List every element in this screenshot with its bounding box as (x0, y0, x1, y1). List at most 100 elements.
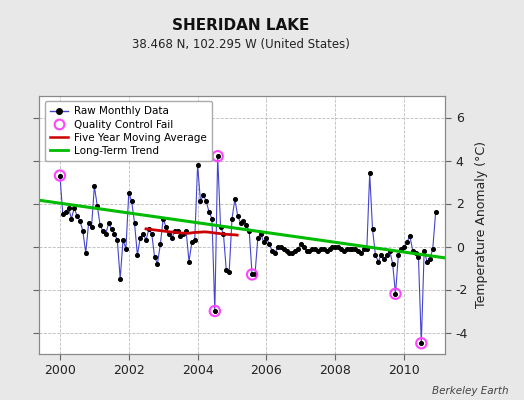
Point (170, 228, 179, 235)
Point (110, 230, 118, 237)
Point (116, 276, 124, 282)
Point (282, 248, 291, 254)
Point (168, 235, 176, 241)
Point (225, 269, 233, 276)
Point (391, 290, 400, 297)
Point (314, 248, 322, 254)
Point (125, 190, 133, 196)
Point (242, 222, 250, 228)
Point (411, 250, 420, 256)
Point (234, 213, 242, 220)
Point (216, 224, 225, 230)
Point (113, 237, 122, 243)
Point (400, 243, 408, 250)
Point (245, 228, 254, 235)
Point (88, 224, 96, 230)
Point (388, 260, 397, 267)
Point (371, 252, 379, 258)
Point (139, 230, 147, 237)
Point (248, 271, 256, 278)
Point (374, 258, 383, 265)
Point (366, 170, 374, 177)
Point (127, 198, 136, 204)
Point (133, 252, 141, 258)
Point (159, 215, 167, 222)
Point (305, 248, 314, 254)
Point (417, 340, 425, 346)
Point (423, 258, 431, 265)
Point (76, 218, 84, 224)
Point (360, 246, 368, 252)
Point (79, 228, 87, 235)
Point (176, 232, 184, 239)
Point (148, 230, 156, 237)
Point (357, 250, 365, 256)
Point (199, 192, 208, 198)
Text: Berkeley Earth: Berkeley Earth (432, 386, 508, 396)
Point (431, 209, 440, 215)
Point (279, 246, 288, 252)
Point (56, 172, 64, 179)
Point (153, 260, 161, 267)
Point (193, 162, 202, 168)
Point (259, 239, 268, 245)
Point (84, 220, 93, 226)
Point (90, 183, 99, 190)
Point (142, 237, 150, 243)
Point (119, 237, 127, 243)
Point (311, 246, 320, 252)
Point (277, 243, 285, 250)
Point (130, 220, 139, 226)
Point (93, 202, 102, 209)
Point (268, 248, 276, 254)
Point (73, 213, 81, 220)
Point (182, 228, 190, 235)
Point (351, 246, 359, 252)
Point (271, 250, 279, 256)
Point (377, 252, 385, 258)
Point (320, 246, 328, 252)
Point (386, 248, 394, 254)
Point (308, 246, 316, 252)
Point (348, 246, 357, 252)
Point (231, 196, 239, 202)
Point (191, 237, 199, 243)
Point (173, 228, 182, 235)
Point (340, 248, 348, 254)
Point (257, 230, 265, 237)
Y-axis label: Temperature Anomaly (°C): Temperature Anomaly (°C) (475, 142, 488, 308)
Point (248, 271, 256, 278)
Point (104, 220, 113, 226)
Point (363, 246, 371, 252)
Point (285, 250, 293, 256)
Point (262, 235, 270, 241)
Point (59, 211, 67, 218)
Point (236, 220, 245, 226)
Point (265, 241, 274, 248)
Point (188, 239, 196, 245)
Point (429, 246, 437, 252)
Point (211, 308, 219, 314)
Point (222, 267, 231, 273)
Point (288, 250, 297, 256)
Point (202, 198, 211, 204)
Point (56, 172, 64, 179)
Point (328, 243, 336, 250)
Point (61, 209, 70, 215)
Text: SHERIDAN LAKE: SHERIDAN LAKE (172, 18, 310, 33)
Point (239, 218, 248, 224)
Point (96, 222, 104, 228)
Point (316, 246, 325, 252)
Point (334, 243, 342, 250)
Point (417, 340, 425, 346)
Point (409, 248, 417, 254)
Point (251, 271, 259, 278)
Point (145, 226, 153, 232)
Point (67, 215, 75, 222)
Point (99, 228, 107, 235)
Point (291, 248, 299, 254)
Point (208, 215, 216, 222)
Point (302, 248, 311, 254)
Point (403, 239, 411, 245)
Point (331, 243, 340, 250)
